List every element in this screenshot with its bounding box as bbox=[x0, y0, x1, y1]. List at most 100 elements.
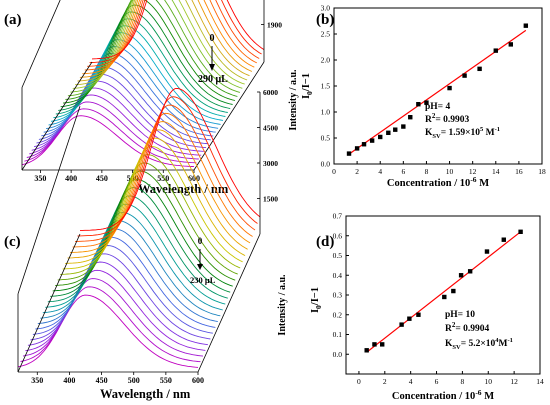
b-x-tick-label: 2 bbox=[355, 167, 359, 176]
c-spectrum-curve bbox=[27, 261, 208, 346]
c-spectrum-curve bbox=[37, 228, 218, 325]
b-y-tick-label: 1.0 bbox=[321, 108, 331, 117]
d-data-point bbox=[407, 316, 412, 321]
b-x-tick-label: 6 bbox=[401, 167, 405, 176]
d-y-tick-label: 0.6 bbox=[333, 231, 343, 240]
b-data-point bbox=[462, 73, 467, 78]
a-spectrum-curve bbox=[21, 115, 195, 168]
c-z-tick-label: 1500 bbox=[263, 195, 278, 204]
c-spectrum-curve bbox=[75, 104, 256, 242]
b-data-point bbox=[361, 142, 367, 147]
a-spectrum-curve bbox=[87, 0, 260, 67]
a-depth-axis-left bbox=[21, 61, 93, 171]
c-spectrum-curve bbox=[32, 245, 213, 335]
c-spectrum-curve bbox=[62, 145, 243, 270]
panel-b-axes-box bbox=[333, 7, 543, 165]
b-x-tick-label: 0 bbox=[332, 167, 336, 176]
c-z-tick-label: 3000 bbox=[263, 159, 278, 168]
d-data-point bbox=[380, 342, 385, 347]
panel-c-curves bbox=[17, 88, 261, 368]
panel-d-ksv: KSV= 5.2×104M-1 bbox=[445, 337, 513, 351]
d-data-point bbox=[364, 348, 369, 353]
panel-b-y-label: I0/I−1 bbox=[301, 73, 314, 99]
d-data-point bbox=[458, 273, 464, 278]
d-y-tick-label: 0.1 bbox=[333, 330, 343, 339]
d-regression-line bbox=[366, 231, 521, 353]
d-y-tick-label: 0.4 bbox=[333, 271, 343, 280]
c-spectrum-curve bbox=[57, 162, 238, 281]
panel-b-label: (b) bbox=[316, 12, 334, 28]
panel-c-x-label: Wavelength / nm bbox=[100, 387, 191, 401]
panel-b-x-label: Concentration / 10-6 M bbox=[387, 175, 489, 189]
b-x-tick-label: 14 bbox=[492, 167, 500, 176]
c-spectrum-curve bbox=[22, 278, 204, 357]
d-y-tick-label: 0.7 bbox=[333, 212, 343, 221]
c-spectrum-curve bbox=[65, 137, 246, 264]
a-spectrum-curve bbox=[75, 0, 248, 86]
c-z-tick-label: 6000 bbox=[263, 88, 278, 97]
d-data-point bbox=[442, 294, 447, 300]
a-left-top-edge bbox=[21, 0, 61, 88]
b-data-point bbox=[346, 151, 352, 156]
c-x-tick-label: 550 bbox=[160, 376, 172, 385]
b-x-tick-label: 10 bbox=[446, 167, 454, 176]
c-spectrum-curve bbox=[72, 112, 253, 248]
c-x-tick-label: 450 bbox=[96, 376, 108, 385]
panel-c-z-ticks: 1500 3000 4500 6000 bbox=[257, 88, 278, 204]
a-x-tick-label: 350 bbox=[34, 174, 46, 183]
panel-a-arrow-start: 0 bbox=[210, 33, 215, 44]
a-spectrum-curve bbox=[72, 0, 245, 89]
panel-b-ticks: 0 2 4 6 8 10 12 14 16 18 0.0 0.5 1.0 1.5 2.0 2.5 3.0 bbox=[321, 4, 546, 177]
c-z-tick-label: 4500 bbox=[263, 124, 278, 133]
d-data-point bbox=[467, 269, 473, 274]
c-depth-axis-right bbox=[197, 233, 261, 373]
a-x-tick-label: 400 bbox=[65, 174, 77, 183]
b-data-point bbox=[393, 127, 398, 132]
a-x-tick-label: 450 bbox=[96, 174, 108, 183]
panel-b: (b) 0 2 4 6 8 10 12 14 16 18 0.0 0.5 1.0 1.5 2.0 2.5 3.0… bbox=[301, 4, 546, 190]
d-y-tick-label: 0.5 bbox=[333, 251, 343, 260]
panel-d-r2: R2= 0.9904 bbox=[445, 321, 490, 334]
panel-c-arrow-head bbox=[197, 264, 203, 270]
d-x-tick-label: 10 bbox=[485, 377, 493, 386]
panel-b-points bbox=[346, 23, 529, 156]
b-data-point bbox=[493, 48, 498, 53]
a-z-tick-label: 1900 bbox=[267, 21, 282, 30]
d-x-tick-label: 14 bbox=[536, 377, 544, 386]
a-x-tick-label: 550 bbox=[157, 174, 169, 183]
d-x-tick-label: 4 bbox=[409, 377, 413, 386]
d-x-tick-label: 0 bbox=[357, 377, 361, 386]
a-spectrum-curve bbox=[84, 0, 258, 71]
panel-d-x-label: Concentration / 10-6 M bbox=[392, 388, 494, 402]
c-x-tick-label: 350 bbox=[31, 376, 43, 385]
c-spectrum-curve bbox=[67, 129, 248, 259]
b-y-tick-label: 2.5 bbox=[321, 30, 331, 39]
a-x-tick-label: 600 bbox=[188, 174, 200, 183]
b-data-point bbox=[378, 134, 383, 140]
panel-d-label: (d) bbox=[316, 234, 334, 250]
b-x-tick-label: 16 bbox=[515, 167, 523, 176]
c-spectrum-curve bbox=[80, 88, 261, 231]
panel-a-curves bbox=[21, 0, 265, 168]
d-x-tick-label: 8 bbox=[461, 377, 465, 386]
c-spectrum-curve bbox=[70, 121, 251, 253]
a-spectrum-curve bbox=[82, 0, 255, 75]
c-spectrum-curve bbox=[42, 211, 223, 314]
c-depth-axis-left bbox=[17, 233, 81, 373]
d-data-point bbox=[416, 312, 421, 317]
b-x-tick-label: 18 bbox=[538, 167, 546, 176]
a-spectrum-curve bbox=[77, 0, 250, 82]
d-data-point bbox=[501, 237, 506, 242]
d-data-point bbox=[399, 322, 404, 327]
b-y-tick-label: 1.5 bbox=[321, 82, 331, 91]
panel-c-label: (c) bbox=[4, 234, 21, 250]
panel-c-x-ticks: 350 400 450 500 550 600 bbox=[31, 372, 204, 385]
panel-b-r2: R2= 0.9903 bbox=[425, 112, 470, 125]
b-x-tick-label: 8 bbox=[425, 167, 429, 176]
panel-a-x-ticks: 350 400 450 500 550 600 bbox=[34, 170, 200, 183]
panel-a-label: (a) bbox=[4, 12, 22, 28]
b-data-point bbox=[424, 100, 429, 105]
b-data-point bbox=[447, 85, 452, 91]
